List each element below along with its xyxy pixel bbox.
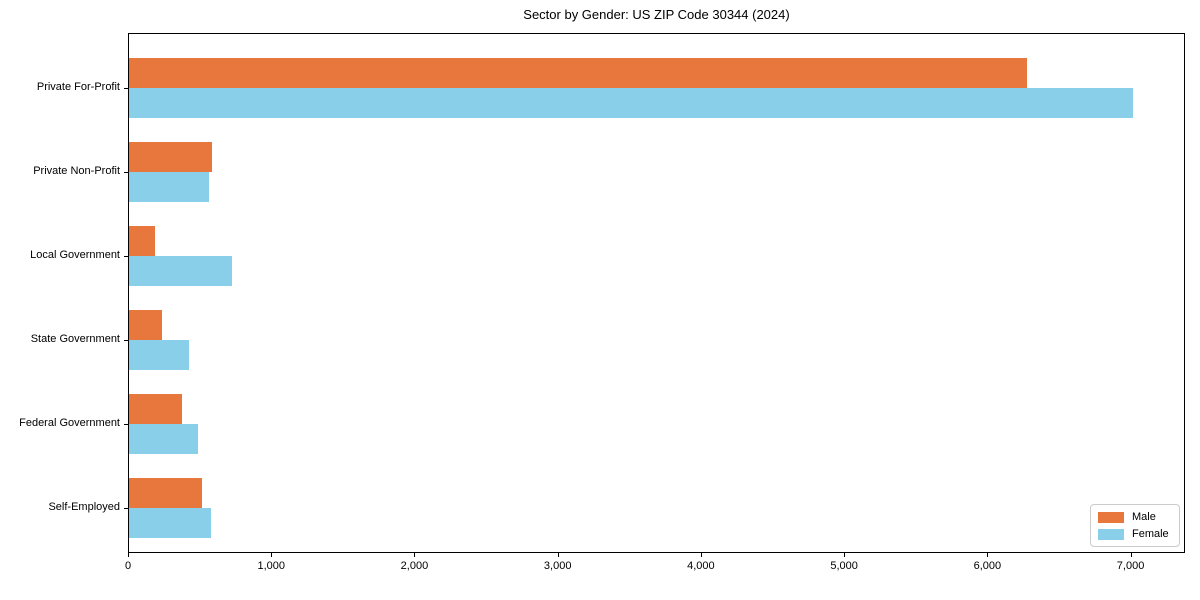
y-axis-category-label: Self-Employed <box>48 501 120 513</box>
bar-female-3 <box>129 256 232 286</box>
y-axis-category-label: State Government <box>30 333 120 345</box>
x-axis-tick-label: 5,000 <box>830 560 858 572</box>
legend-item-female: Female <box>1098 528 1169 540</box>
legend-item-male: Male <box>1098 511 1169 523</box>
plot-area <box>128 33 1185 553</box>
x-axis-tick-mark <box>987 553 989 557</box>
legend-swatch-female <box>1098 528 1124 540</box>
bar-female-2 <box>129 172 209 202</box>
y-axis-tick-mark <box>124 88 128 89</box>
y-axis-tick-mark <box>124 340 128 341</box>
bar-male-4 <box>129 310 162 340</box>
bar-male-3 <box>129 226 156 256</box>
chart-title: Sector by Gender: US ZIP Code 30344 (202… <box>523 7 790 22</box>
x-axis-tick-mark <box>128 553 129 557</box>
x-axis-tick-mark <box>414 553 416 557</box>
y-axis-category-label: Local Government <box>30 249 120 261</box>
y-axis-tick-mark <box>124 256 128 257</box>
bar-female-1 <box>129 88 1134 118</box>
x-axis-tick-mark <box>271 553 273 557</box>
bar-female-6 <box>129 508 212 538</box>
bar-male-1 <box>129 58 1028 88</box>
legend-swatch-male <box>1098 511 1124 523</box>
x-axis-tick-mark <box>557 553 559 557</box>
bar-male-5 <box>129 394 183 424</box>
bar-female-4 <box>129 340 189 370</box>
y-axis-category-label: Private Non-Profit <box>33 165 120 177</box>
x-axis-tick-label: 2,000 <box>400 560 429 572</box>
x-axis-tick-label: 3,000 <box>543 560 572 572</box>
legend-label-female: Female <box>1132 528 1169 540</box>
legend: Male Female <box>1090 504 1180 547</box>
legend-label-male: Male <box>1132 511 1156 523</box>
x-axis-tick-label: 1,000 <box>257 560 285 572</box>
y-axis-tick-mark <box>124 172 128 173</box>
x-axis-tick-label: 6,000 <box>973 560 1002 572</box>
y-axis-category-label: Private For-Profit <box>36 81 120 93</box>
x-axis-tick-label: 4,000 <box>687 560 715 572</box>
bar-female-5 <box>129 424 199 454</box>
x-axis-tick-label: 7,000 <box>1116 560 1145 572</box>
x-axis-tick-mark <box>844 553 846 557</box>
y-axis-tick-mark <box>124 508 128 509</box>
x-axis-tick-mark <box>700 553 702 557</box>
x-axis-tick-label: 0 <box>124 560 132 572</box>
bar-male-6 <box>129 478 203 508</box>
x-axis-tick-mark <box>1130 553 1132 557</box>
y-axis-category-label: Federal Government <box>19 417 120 429</box>
y-axis-tick-mark <box>124 424 128 425</box>
bar-male-2 <box>129 142 212 172</box>
